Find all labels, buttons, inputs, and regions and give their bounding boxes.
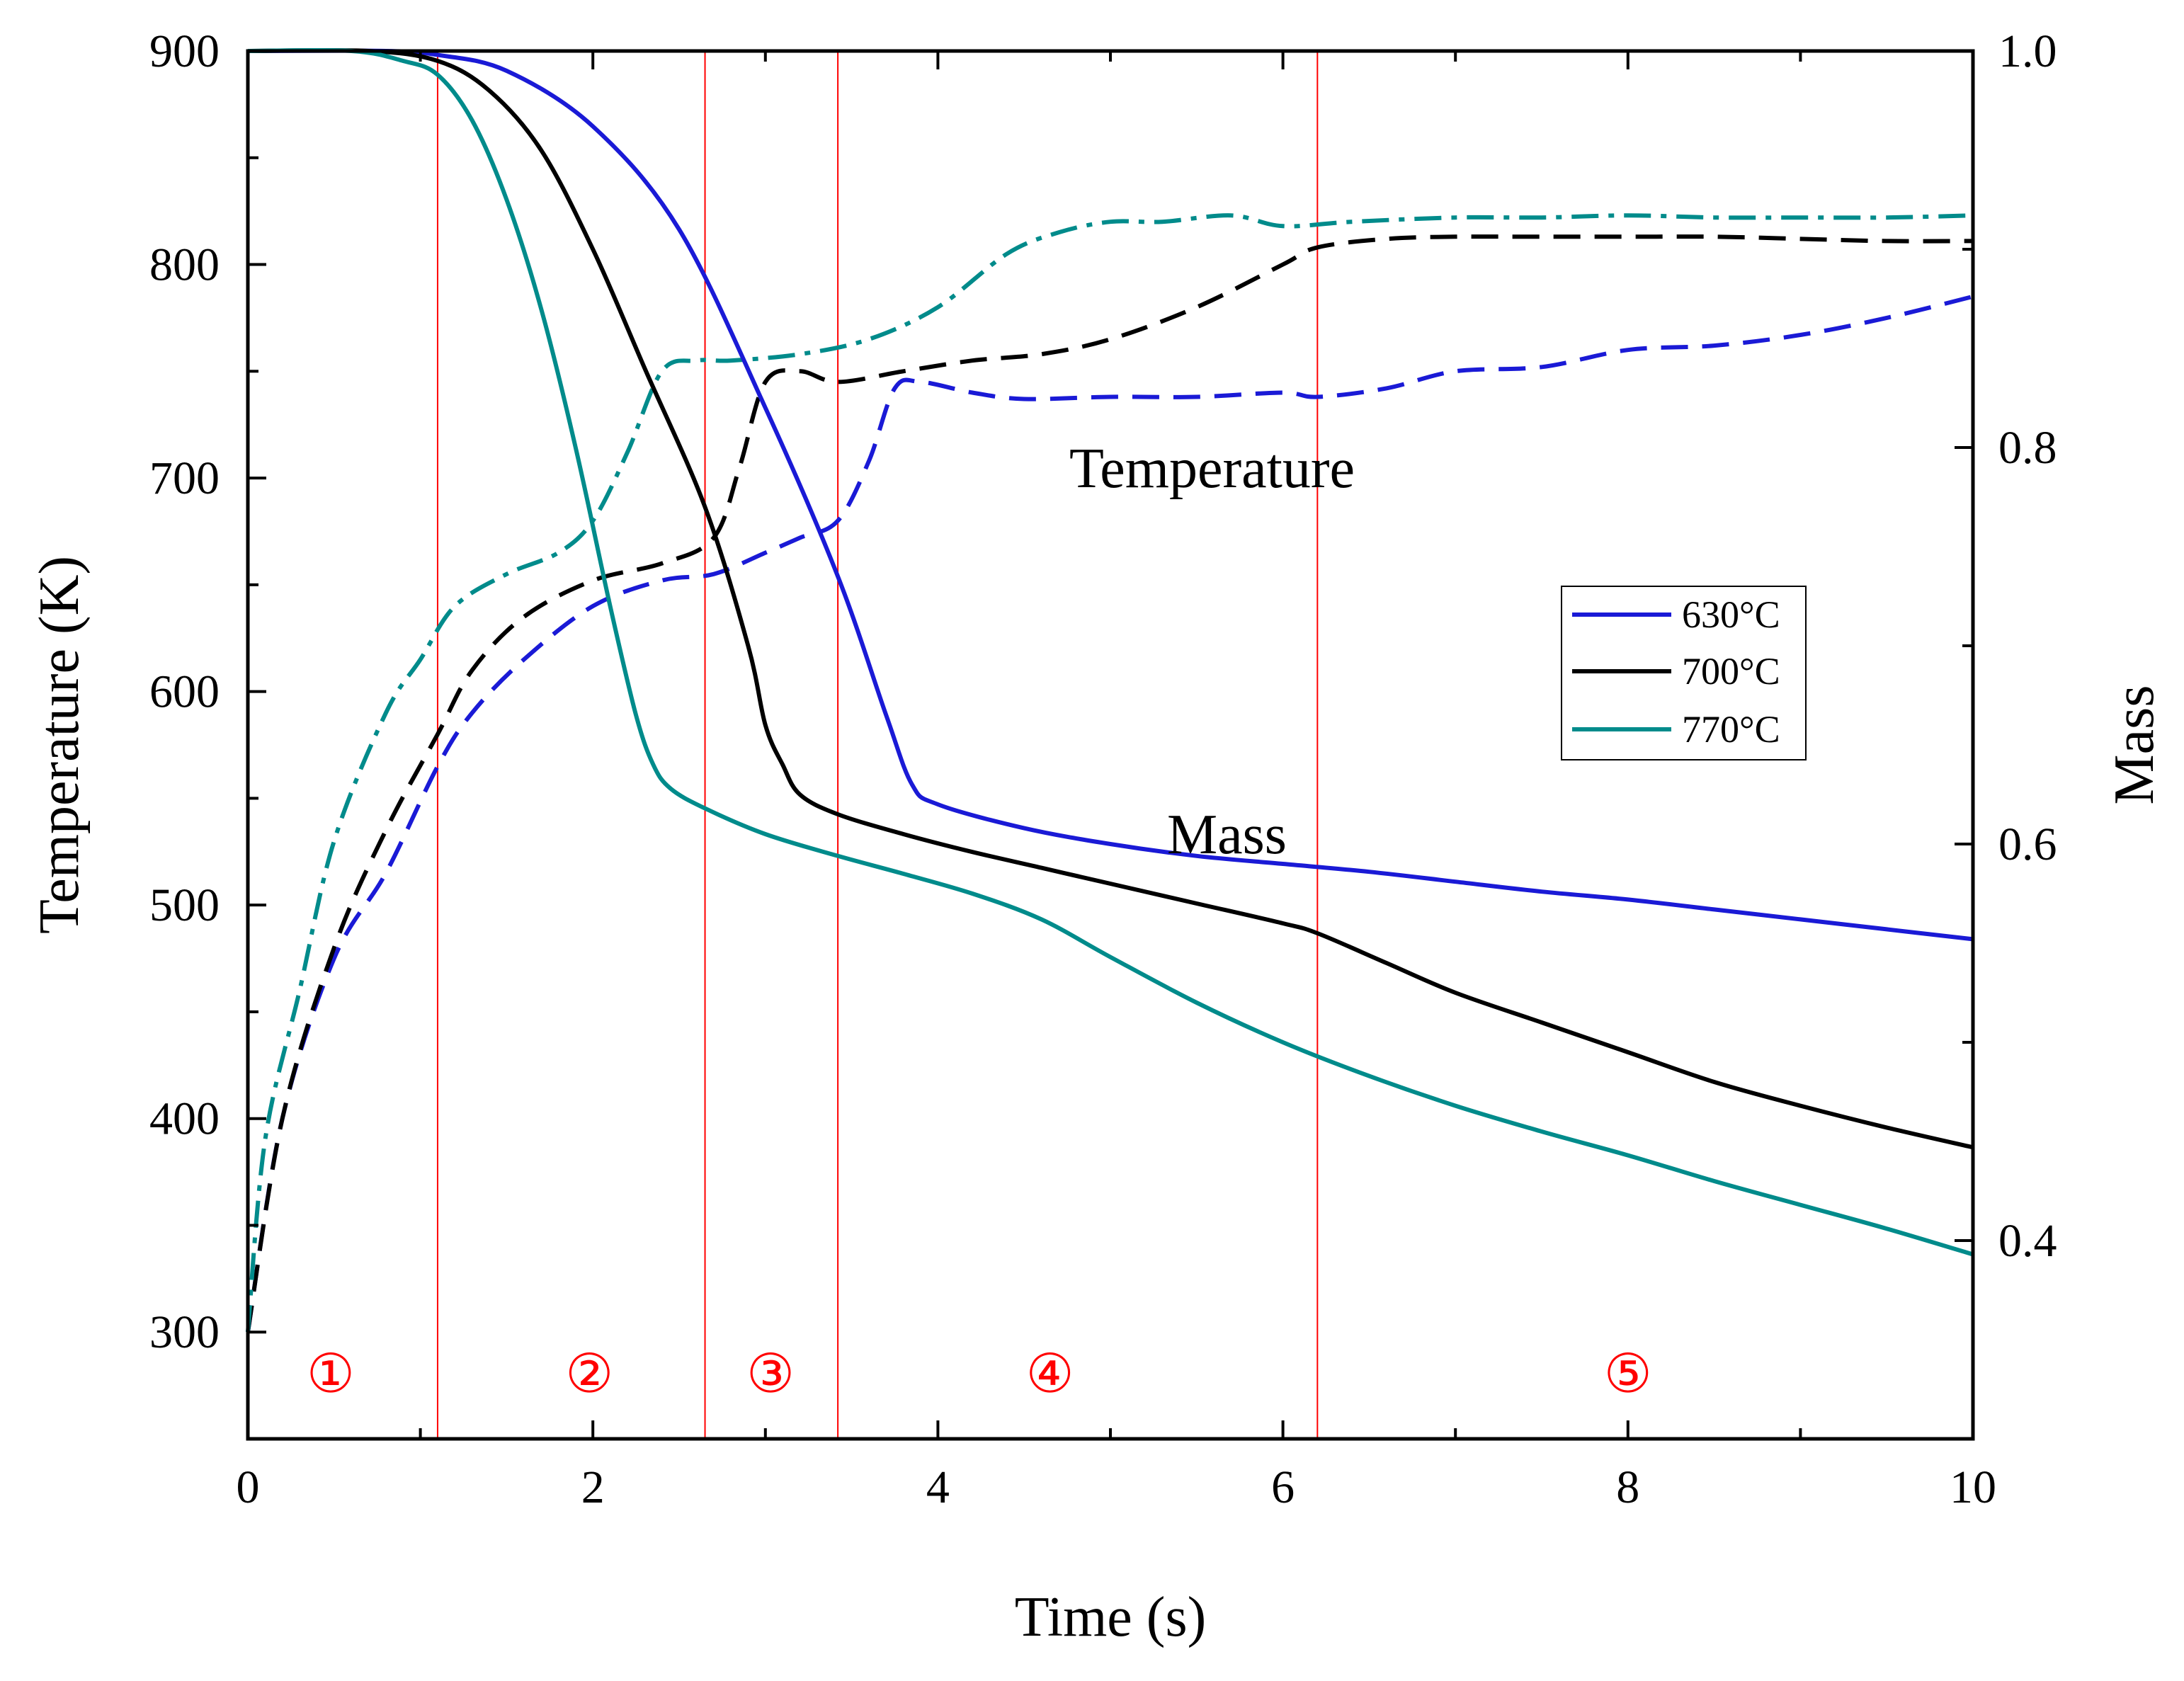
series-line-770-c-temperature [246,213,1974,1333]
series-layer [246,47,1974,1333]
x-tick-label: 2 [581,1461,605,1513]
region-label-2: ② [565,1342,613,1405]
region-labels: ① ② ③ ④ ⑤ [307,1342,1652,1405]
series-line-630-c-mass [247,48,1974,942]
legend-label-630: 630°C [1682,593,1780,636]
x-tick-label: 10 [1950,1461,1996,1513]
mass-annotation: Mass [1167,804,1287,866]
y-tick-label: 500 [149,879,220,931]
y2-tick-label: 0.4 [1998,1215,2057,1267]
legend-label-700: 700°C [1682,650,1780,693]
temperature-annotation: Temperature [1069,438,1355,500]
y-axis-title: Temperature (K) [28,556,91,934]
ticks-layer: 0 2 4 6 8 10 300 400 500 600 700 800 900 0.4 0.6 0.8 1.0 [149,25,2057,1513]
x-tick-label: 0 [237,1461,260,1513]
y2-axis-title: Mass [2103,685,2166,805]
series-line-770-c-mass [247,47,1974,1257]
x-tick-label: 8 [1616,1461,1639,1513]
series-line-700-c-temperature [246,234,1974,1333]
y-tick-label: 300 [149,1306,220,1358]
x-tick-label: 4 [926,1461,950,1513]
y2-tick-label: 1.0 [1998,25,2057,77]
y-tick-label: 400 [149,1093,220,1145]
y-tick-label: 700 [149,452,220,504]
y-tick-label: 900 [149,25,220,77]
legend: 630°C 700°C 770°C [1561,586,1807,760]
series-line-700-c-mass [247,47,1974,1150]
y2-tick-label: 0.6 [1998,819,2057,870]
x-axis-title: Time (s) [1015,1586,1206,1648]
region-label-5: ⑤ [1604,1342,1652,1405]
region-label-4: ④ [1026,1342,1074,1405]
legend-label-770: 770°C [1682,708,1780,751]
region-label-3: ③ [746,1342,795,1405]
y-tick-label: 600 [149,666,220,718]
region-label-1: ① [307,1342,355,1405]
region-boundaries [436,51,1319,1439]
x-tick-label: 6 [1271,1461,1295,1513]
y-tick-label: 800 [149,239,220,291]
series-line-630-c-temperature [246,294,1974,1333]
y2-tick-label: 0.8 [1998,422,2057,474]
